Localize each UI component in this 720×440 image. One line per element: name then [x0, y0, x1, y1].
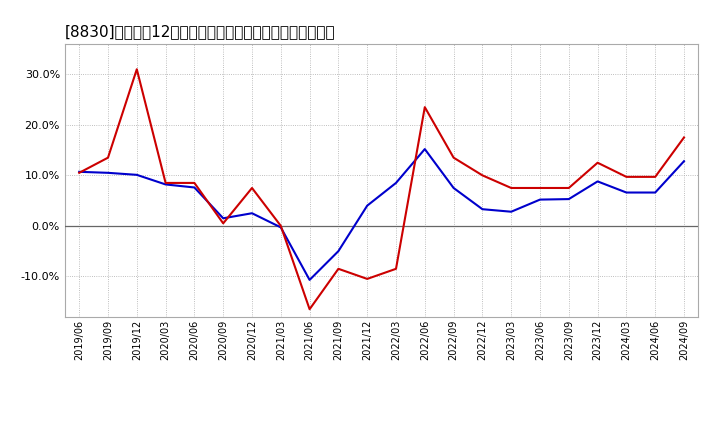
当期純利益 [478, 173, 487, 178]
経常利益 [420, 147, 429, 152]
経常利益 [104, 170, 112, 176]
当期純利益 [104, 155, 112, 160]
当期純利益 [132, 66, 141, 72]
当期純利益 [420, 105, 429, 110]
Text: [8830]　利益だ12か月移動合計の対前年同期増減率の推移: [8830] 利益だ12か月移動合計の対前年同期増減率の推移 [65, 24, 336, 39]
経常利益 [161, 182, 170, 187]
経常利益 [593, 179, 602, 184]
当期純利益 [622, 174, 631, 180]
当期純利益 [219, 221, 228, 226]
当期純利益 [190, 180, 199, 186]
経常利益 [507, 209, 516, 214]
当期純利益 [651, 174, 660, 180]
当期純利益 [305, 307, 314, 312]
経常利益 [305, 277, 314, 282]
経常利益 [564, 196, 573, 202]
当期純利益 [363, 276, 372, 282]
当期純利益 [334, 266, 343, 271]
当期純利益 [449, 155, 458, 160]
経常利益 [363, 203, 372, 208]
経常利益 [651, 190, 660, 195]
経常利益 [449, 185, 458, 191]
当期純利益 [507, 185, 516, 191]
経常利益 [75, 169, 84, 174]
Line: 経常利益: 経常利益 [79, 149, 684, 280]
経常利益 [132, 172, 141, 177]
経常利益 [334, 249, 343, 254]
Line: 当期純利益: 当期純利益 [79, 69, 684, 309]
当期純利益 [248, 185, 256, 191]
経常利益 [219, 216, 228, 221]
経常利益 [622, 190, 631, 195]
経常利益 [536, 197, 544, 202]
当期純利益 [536, 185, 544, 191]
当期純利益 [564, 185, 573, 191]
当期純利益 [161, 180, 170, 186]
経常利益 [680, 158, 688, 164]
当期純利益 [680, 135, 688, 140]
経常利益 [478, 206, 487, 212]
当期純利益 [75, 170, 84, 176]
経常利益 [392, 180, 400, 186]
当期純利益 [593, 160, 602, 165]
経常利益 [248, 211, 256, 216]
当期純利益 [276, 223, 285, 228]
経常利益 [190, 185, 199, 190]
当期純利益 [392, 266, 400, 271]
経常利益 [276, 225, 285, 230]
